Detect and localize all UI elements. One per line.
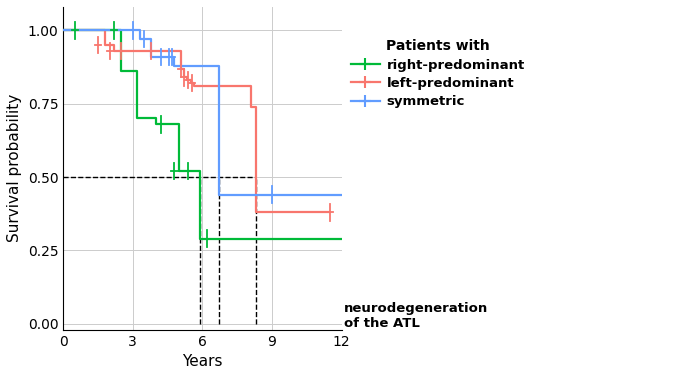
Y-axis label: Survival probability: Survival probability	[7, 94, 22, 243]
Legend: right-predominant, left-predominant, symmetric: right-predominant, left-predominant, sym…	[351, 39, 525, 108]
X-axis label: Years: Years	[182, 354, 223, 369]
Text: neurodegeneration
of the ATL: neurodegeneration of the ATL	[345, 302, 488, 330]
